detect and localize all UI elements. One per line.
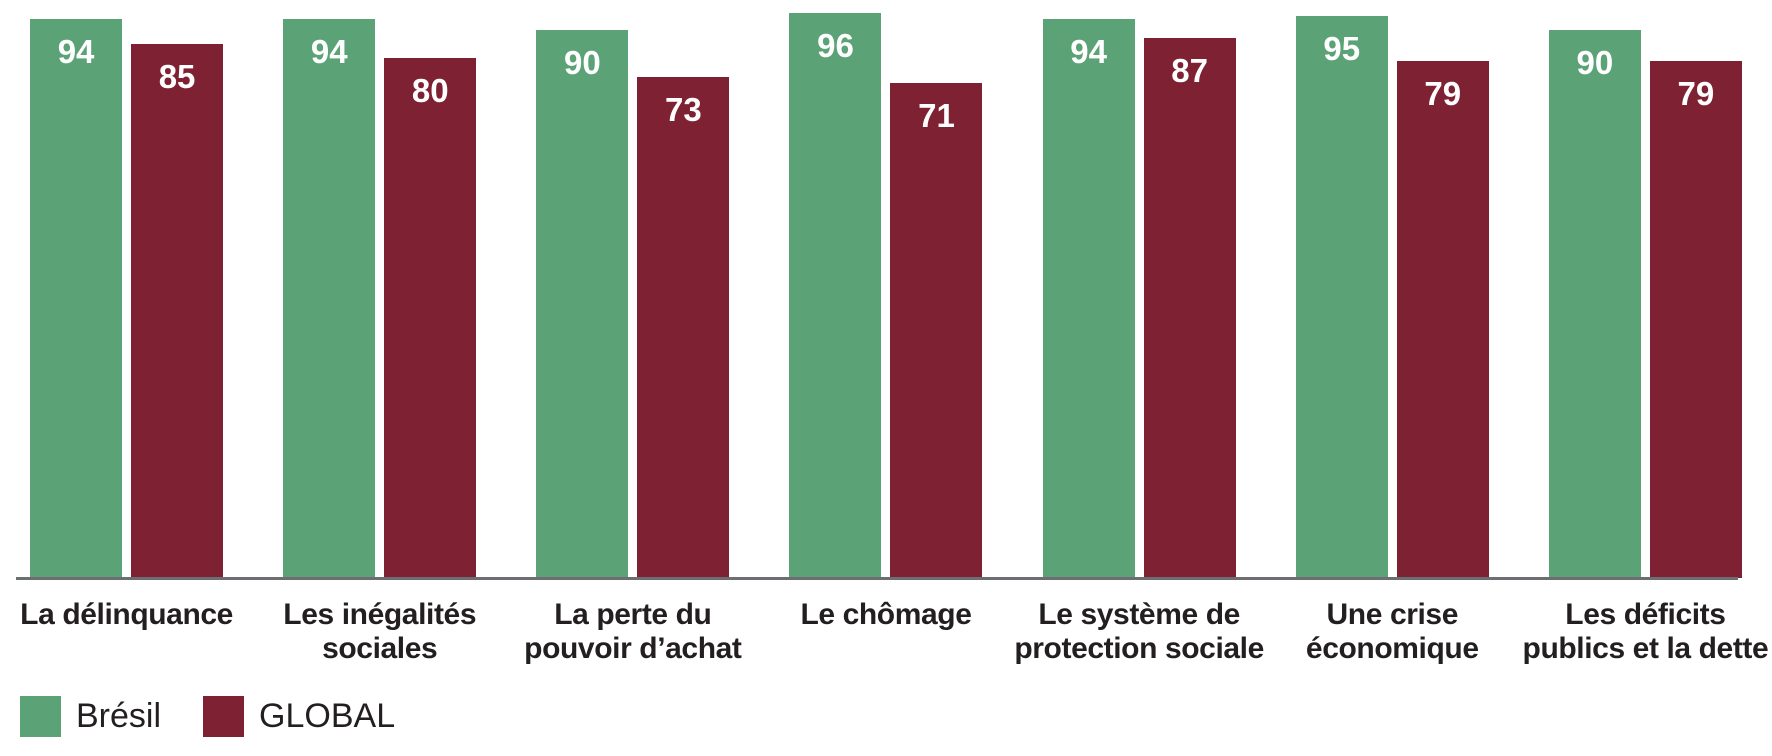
bar-global: 73 — [637, 77, 730, 578]
x-axis-baseline — [16, 577, 1738, 580]
bar-global: 85 — [131, 44, 224, 578]
bar-value-label: 95 — [1323, 30, 1361, 67]
bar-bresil: 90 — [536, 30, 629, 578]
bar-global: 71 — [890, 83, 983, 578]
bar-bresil: 94 — [30, 19, 123, 578]
bar-group: 94 80 — [253, 0, 506, 578]
category-label-cell: Les inégalités sociales — [253, 598, 506, 666]
bar-value-label: 71 — [918, 97, 955, 134]
category-label-cell: La perte du pouvoir d’achat — [506, 598, 759, 666]
bar-value-label: 85 — [158, 58, 196, 95]
bar-value-label: 90 — [1576, 44, 1614, 81]
category-labels-row: La délinquance Les inégalités sociales L… — [0, 598, 1772, 666]
bar-value-label: 73 — [664, 91, 702, 128]
bar-group: 96 71 — [759, 0, 1012, 578]
legend-label-bresil: Brésil — [76, 697, 162, 735]
bar-global: 79 — [1396, 61, 1489, 578]
bar-group: 94 87 — [1013, 0, 1266, 578]
bar-value-label: 79 — [1424, 75, 1462, 112]
bar-value-label: 94 — [57, 33, 95, 70]
bar-bresil: 94 — [1042, 19, 1135, 578]
category-label-cell: La délinquance — [0, 598, 253, 666]
category-label-cell: Une crise économique — [1266, 598, 1519, 666]
bar-bresil: 94 — [283, 19, 376, 578]
bar-value-label: 87 — [1171, 52, 1208, 89]
bar-chart: 94 85 94 80 90 73 96 71 94 8 — [0, 0, 1772, 580]
bar-value-label: 79 — [1677, 75, 1715, 112]
category-label-cell: Le chômage — [759, 598, 1012, 666]
bar-bresil: 95 — [1295, 16, 1388, 578]
category-label: Une crise économique — [1305, 598, 1479, 665]
category-label-cell: Les déficits publics et la dette — [1519, 598, 1772, 666]
legend-swatch-global — [203, 696, 245, 737]
category-label: La perte du pouvoir d’achat — [524, 598, 742, 665]
legend-item-global: GLOBAL — [203, 696, 395, 737]
bar-group: 95 79 — [1266, 0, 1519, 578]
bar-value-label: 90 — [563, 44, 601, 81]
category-label: Les déficits publics et la dette — [1522, 598, 1769, 665]
bar-groups-row: 94 85 94 80 90 73 96 71 94 8 — [0, 0, 1772, 578]
legend-swatch-bresil — [20, 696, 61, 737]
legend-item-bresil: Brésil — [20, 696, 161, 737]
bar-global: 79 — [1649, 61, 1742, 578]
bar-group: 94 85 — [0, 0, 253, 578]
bar-bresil: 96 — [789, 13, 882, 578]
category-label-cell: Le système de protection sociale — [1013, 598, 1266, 666]
legend: Brésil GLOBAL — [20, 696, 1772, 737]
bar-group: 90 73 — [506, 0, 759, 578]
bar-value-label: 80 — [411, 72, 449, 109]
bar-value-label: 94 — [1070, 33, 1107, 70]
category-label: Le chômage — [800, 598, 972, 631]
category-label: La délinquance — [20, 598, 233, 631]
bar-global: 87 — [1143, 38, 1236, 578]
bar-value-label: 94 — [310, 33, 348, 70]
category-label: Les inégalités sociales — [283, 598, 477, 665]
bar-value-label: 96 — [817, 27, 854, 64]
category-label: Le système de protection sociale — [1014, 598, 1264, 665]
bar-global: 80 — [384, 58, 477, 578]
legend-label-global: GLOBAL — [259, 697, 396, 735]
bar-bresil: 90 — [1548, 30, 1641, 578]
bar-group: 90 79 — [1519, 0, 1772, 578]
